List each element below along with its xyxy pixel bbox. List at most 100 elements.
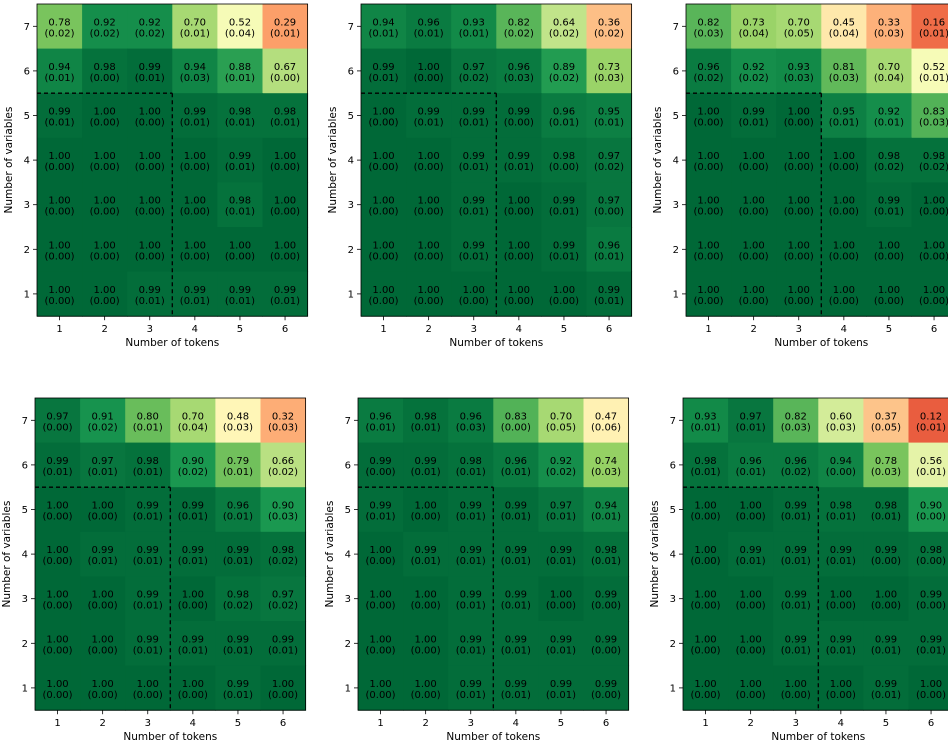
cell-value-label: 0.60 bbox=[830, 411, 852, 422]
cell-error-label: (0.00) bbox=[739, 251, 769, 262]
cell-error-label: (0.00) bbox=[691, 601, 721, 612]
cell-error-label: (0.00) bbox=[180, 207, 210, 218]
x-tick-label: 6 bbox=[606, 324, 612, 335]
x-axis-label: Number of tokens bbox=[446, 731, 540, 743]
heatmap-cell bbox=[776, 227, 822, 273]
cell-value-label: 0.99 bbox=[229, 285, 251, 296]
heatmap-cell bbox=[37, 4, 83, 50]
cell-error-label: (0.00) bbox=[694, 251, 724, 262]
heatmap-cell bbox=[260, 621, 307, 667]
heatmap-cell bbox=[403, 665, 449, 711]
x-tick-label: 3 bbox=[471, 324, 477, 335]
cell-error-label: (0.00) bbox=[178, 690, 208, 701]
cell-error-label: (0.02) bbox=[874, 162, 904, 173]
cell-error-label: (0.00) bbox=[826, 690, 856, 701]
heatmap-cell bbox=[358, 398, 404, 444]
cell-value-label: 1.00 bbox=[94, 196, 116, 207]
x-tick-label: 2 bbox=[422, 718, 428, 729]
cell-value-label: 0.99 bbox=[553, 240, 575, 251]
cell-value-label: 1.00 bbox=[94, 285, 116, 296]
heatmap-cell bbox=[172, 271, 218, 317]
cell-error-label: (0.01) bbox=[691, 467, 721, 478]
cell-error-label: (0.00) bbox=[504, 118, 534, 129]
cell-error-label: (0.01) bbox=[781, 512, 811, 523]
heatmap-cell bbox=[683, 398, 729, 444]
cell-value-label: 0.97 bbox=[272, 590, 294, 601]
cell-error-label: (0.02) bbox=[88, 422, 118, 433]
cell-error-label: (0.00) bbox=[366, 556, 396, 567]
cell-value-label: 0.99 bbox=[550, 634, 572, 645]
cell-value-label: 0.99 bbox=[372, 62, 394, 73]
cell-error-label: (0.00) bbox=[691, 645, 721, 656]
cell-error-label: (0.00) bbox=[501, 422, 531, 433]
heatmap-cell bbox=[493, 398, 539, 444]
cell-value-label: 0.98 bbox=[694, 456, 716, 467]
cell-error-label: (0.02) bbox=[594, 28, 624, 39]
heatmap-cell bbox=[448, 621, 494, 667]
cell-error-label: (0.01) bbox=[871, 690, 901, 701]
cell-value-label: 0.98 bbox=[460, 456, 482, 467]
cell-value-label: 0.99 bbox=[139, 285, 161, 296]
cell-error-label: (0.01) bbox=[459, 207, 489, 218]
cell-error-label: (0.00) bbox=[829, 162, 859, 173]
heatmap-cell bbox=[538, 576, 584, 622]
cell-value-label: 1.00 bbox=[833, 240, 855, 251]
heatmap-cell bbox=[82, 4, 128, 50]
cell-value-label: 0.73 bbox=[743, 17, 765, 28]
cell-error-label: (0.00) bbox=[43, 645, 73, 656]
heatmap-cell bbox=[125, 576, 171, 622]
heatmap-cell bbox=[35, 531, 81, 577]
x-tick-label: 1 bbox=[56, 324, 62, 335]
heatmap-cell bbox=[686, 137, 732, 183]
heatmap-cell bbox=[863, 398, 909, 444]
cell-error-label: (0.00) bbox=[45, 207, 75, 218]
cell-value-label: 0.99 bbox=[505, 634, 527, 645]
cell-error-label: (0.01) bbox=[411, 422, 441, 433]
cell-value-label: 0.70 bbox=[182, 411, 204, 422]
cell-error-label: (0.01) bbox=[180, 118, 210, 129]
heatmap-cell bbox=[451, 93, 497, 139]
x-tick-label: 5 bbox=[237, 324, 243, 335]
heatmap-cell bbox=[215, 487, 261, 533]
cell-error-label: (0.00) bbox=[90, 207, 120, 218]
y-tick-label: 5 bbox=[345, 505, 351, 516]
heatmap-cell bbox=[451, 271, 497, 317]
cell-value-label: 1.00 bbox=[184, 196, 206, 207]
heatmap-cell bbox=[448, 487, 494, 533]
cell-value-label: 0.99 bbox=[182, 545, 204, 556]
cell-error-label: (0.00) bbox=[135, 251, 165, 262]
x-tick-label: 3 bbox=[145, 718, 151, 729]
cell-error-label: (0.01) bbox=[270, 118, 300, 129]
cell-error-label: (0.01) bbox=[546, 556, 576, 567]
cell-error-label: (0.00) bbox=[411, 512, 441, 523]
heatmap-cell bbox=[863, 576, 909, 622]
cell-value-label: 0.95 bbox=[833, 107, 855, 118]
y-axis-label: Number of variables bbox=[652, 107, 664, 214]
cell-value-label: 0.96 bbox=[369, 411, 391, 422]
cell-error-label: (0.00) bbox=[874, 296, 904, 307]
cell-value-label: 0.98 bbox=[875, 501, 897, 512]
cell-error-label: (0.01) bbox=[225, 73, 255, 84]
y-tick-label: 1 bbox=[670, 683, 676, 694]
heatmap-panel-4: 0.97(0.00)0.91(0.02)0.80(0.01)0.70(0.04)… bbox=[1, 397, 307, 743]
y-tick-label: 6 bbox=[22, 460, 28, 471]
cell-error-label: (0.00) bbox=[694, 162, 724, 173]
cell-error-label: (0.00) bbox=[874, 251, 904, 262]
cell-error-label: (0.00) bbox=[919, 251, 948, 262]
cell-error-label: (0.00) bbox=[414, 251, 444, 262]
heatmap-cell bbox=[728, 621, 774, 667]
cell-value-label: 1.00 bbox=[833, 151, 855, 162]
y-tick-label: 7 bbox=[22, 416, 28, 427]
cell-error-label: (0.01) bbox=[459, 118, 489, 129]
heatmap-cell bbox=[818, 621, 864, 667]
cell-value-label: 0.99 bbox=[415, 456, 437, 467]
cell-value-label: 0.99 bbox=[508, 107, 530, 118]
cell-value-label: 0.96 bbox=[508, 62, 530, 73]
cell-value-label: 0.99 bbox=[785, 501, 807, 512]
y-tick-label: 1 bbox=[673, 289, 679, 300]
heatmap-cell bbox=[773, 487, 819, 533]
cell-error-label: (0.01) bbox=[916, 467, 946, 478]
cell-error-label: (0.00) bbox=[829, 207, 859, 218]
x-tick-label: 4 bbox=[838, 718, 844, 729]
cell-error-label: (0.01) bbox=[223, 645, 253, 656]
